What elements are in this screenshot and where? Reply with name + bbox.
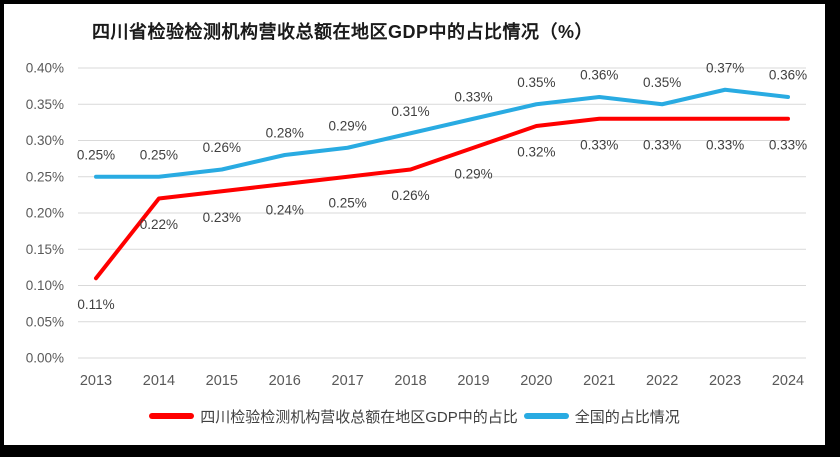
national-data-label: 0.36% [580,68,618,83]
y-axis-tick-label: 0.05% [26,314,64,329]
x-axis-tick-label: 2022 [646,373,678,389]
national-data-label: 0.25% [77,147,115,162]
x-axis-tick-label: 2024 [772,373,804,389]
x-axis-tick-label: 2020 [520,373,552,389]
national-data-label: 0.26% [203,140,241,155]
y-axis-tick-label: 0.35% [26,97,64,112]
national-data-label: 0.35% [643,75,681,90]
legend-label-national: 全国的占比情况 [574,408,680,426]
sichuan-data-label: 0.24% [266,203,304,218]
national-data-label: 0.28% [266,126,304,141]
sichuan-data-label: 0.33% [643,137,681,152]
sichuan-data-label: 0.11% [77,297,114,312]
x-axis-tick-label: 2023 [709,373,741,389]
national-data-label: 0.31% [391,104,429,119]
y-axis-tick-label: 0.40% [26,61,64,76]
x-axis-tick-label: 2021 [583,373,615,389]
national-data-label: 0.36% [769,68,807,83]
sichuan-series-line [94,116,790,281]
x-axis-tick-label: 2018 [394,373,426,389]
chart-legend: 四川检验检测机构营收总额在地区GDP中的占比 全国的占比情况 [4,403,825,429]
sichuan-data-label: 0.26% [391,188,429,203]
sichuan-data-label: 0.33% [706,137,744,152]
x-axis-tick-label: 2019 [457,373,489,389]
sichuan-data-label: 0.32% [517,145,555,160]
sichuan-data-label: 0.22% [140,217,178,232]
national-series-line [94,87,790,179]
sichuan-series-line-icon [149,413,195,419]
national-data-label: 0.37% [706,60,744,75]
national-data-label: 0.29% [328,118,366,133]
sichuan-data-label: 0.29% [454,166,492,181]
y-axis-tick-label: 0.20% [26,206,64,221]
sichuan-data-label: 0.25% [328,195,366,210]
x-axis-tick-label: 2013 [80,373,112,389]
sichuan-data-label: 0.23% [203,210,241,225]
sichuan-data-label: 0.33% [769,137,807,152]
national-series-line-icon [523,413,569,419]
legend-item-sichuan: 四川检验检测机构营收总额在地区GDP中的占比 [149,406,518,427]
legend-item-national: 全国的占比情况 [523,406,680,427]
legend-label-sichuan: 四川检验检测机构营收总额在地区GDP中的占比 [200,408,518,426]
y-axis-tick-label: 0.25% [26,169,64,184]
y-axis-tick-label: 0.15% [26,242,64,257]
y-axis-tick-label: 0.10% [26,278,64,293]
x-axis-tick-label: 2016 [269,373,301,389]
x-axis-tick-label: 2017 [332,373,364,389]
y-axis-tick-label: 0.30% [26,133,64,148]
x-axis-tick-label: 2015 [206,373,238,389]
national-data-label: 0.25% [140,147,178,162]
national-data-label: 0.35% [517,75,555,90]
sichuan-data-label: 0.33% [580,137,618,152]
x-axis-tick-label: 2014 [143,373,175,389]
chart-title: 四川省检验检测机构营收总额在地区GDP中的占比情况（%） [92,22,594,42]
y-axis-tick-label: 0.00% [26,351,64,366]
national-data-label: 0.33% [454,89,492,104]
